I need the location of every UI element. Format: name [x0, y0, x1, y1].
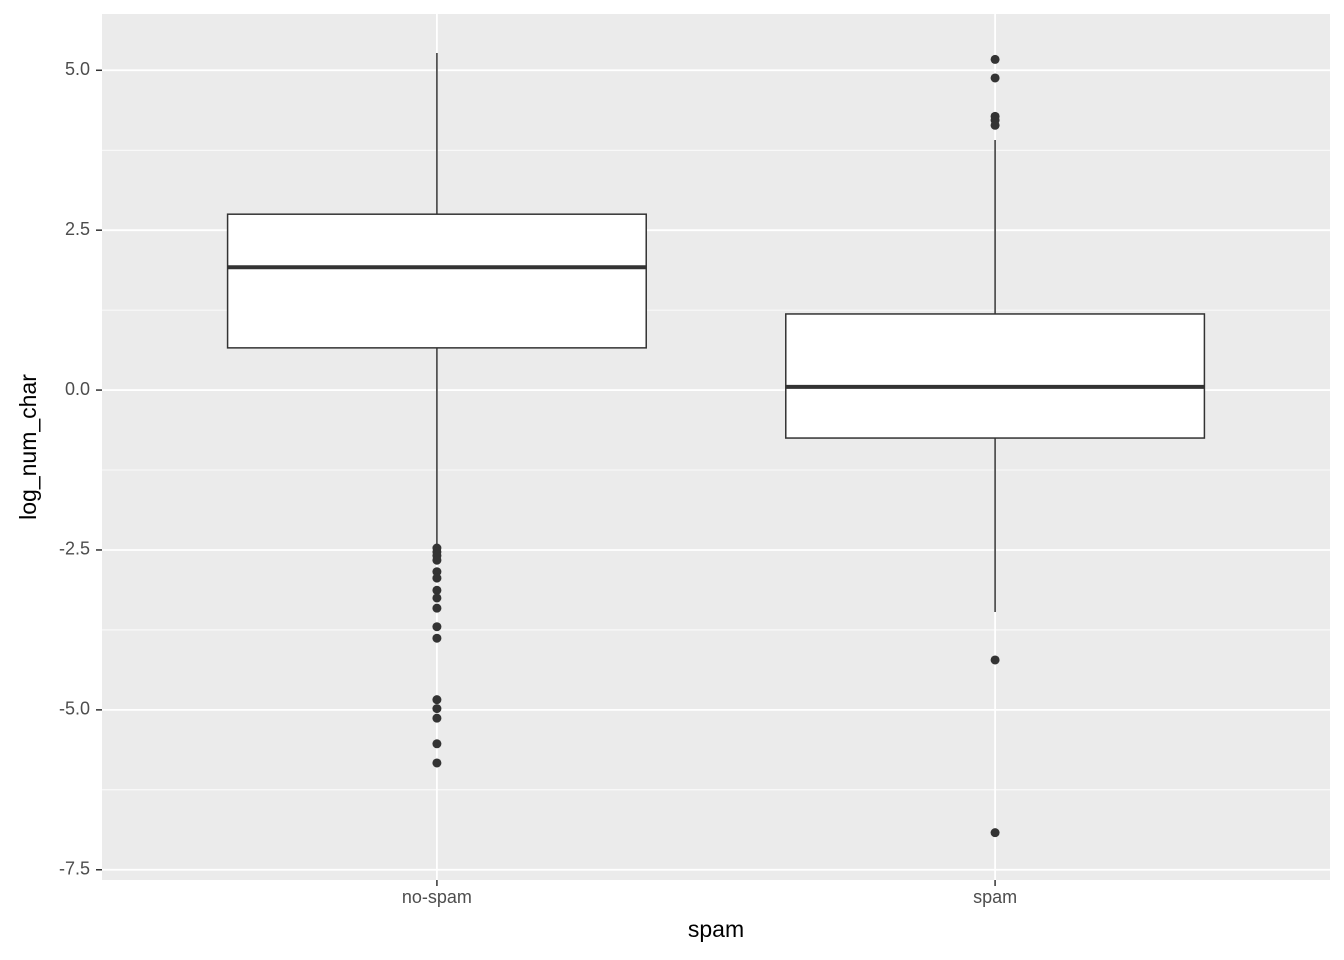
panel	[102, 14, 1330, 880]
outlier	[432, 704, 442, 714]
outlier	[432, 713, 442, 723]
outlier	[432, 633, 442, 643]
outlier	[432, 567, 442, 577]
x-tick-label: spam	[973, 887, 1017, 907]
outlier	[432, 758, 442, 768]
outlier	[432, 622, 442, 632]
y-axis-label: log_num_char	[15, 374, 41, 520]
outlier	[432, 593, 442, 603]
y-tick-label: -7.5	[59, 859, 90, 879]
outlier	[990, 120, 1000, 130]
outlier	[432, 573, 442, 583]
box	[226, 213, 647, 349]
y-tick-label: 2.5	[65, 219, 90, 239]
outlier	[432, 555, 442, 565]
x-axis-label: spam	[688, 916, 744, 942]
outlier	[990, 73, 1000, 83]
outlier	[432, 585, 442, 595]
y-tick-label: -2.5	[59, 539, 90, 559]
y-tick-label: 0.0	[65, 379, 90, 399]
outlier	[990, 828, 1000, 838]
y-tick-label: 5.0	[65, 59, 90, 79]
outlier	[432, 739, 442, 749]
outlier	[990, 655, 1000, 665]
outlier	[432, 603, 442, 613]
box	[785, 313, 1206, 439]
outlier	[990, 54, 1000, 64]
x-tick-label: no-spam	[402, 887, 472, 907]
y-tick-label: -5.0	[59, 699, 90, 719]
outlier	[432, 695, 442, 705]
